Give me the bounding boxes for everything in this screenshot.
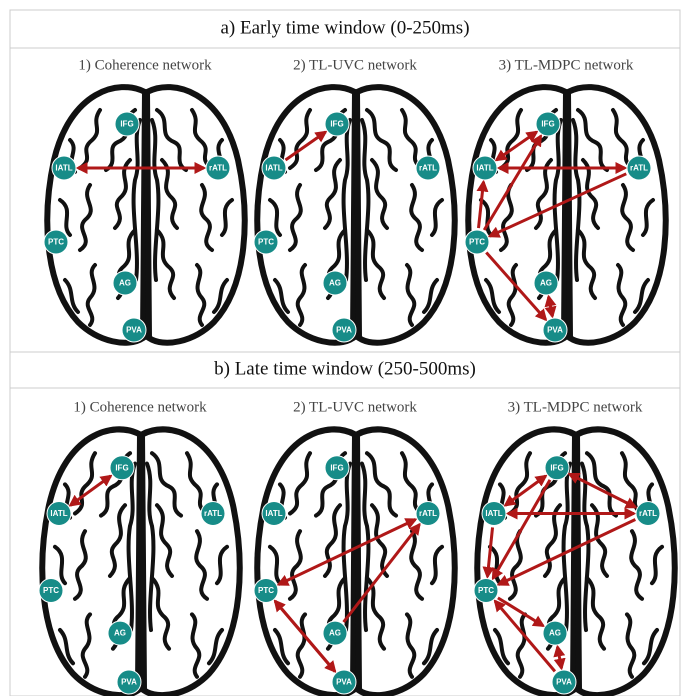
node-label: rATL <box>209 164 227 173</box>
node-label: PVA <box>121 678 137 687</box>
node-label: lATL <box>55 164 72 173</box>
brain <box>47 87 244 343</box>
node-label: PVA <box>126 326 142 335</box>
node-label: PVA <box>336 326 352 335</box>
node-label: AG <box>549 629 561 638</box>
hemisphere <box>568 87 666 343</box>
panel-title: 3) TL-MDPC network <box>499 57 634 73</box>
node-label: AG <box>329 629 341 638</box>
hemisphere <box>357 429 455 695</box>
node-label: PTC <box>469 238 485 247</box>
hemisphere <box>357 87 455 343</box>
node-label: rATL <box>630 164 648 173</box>
node-label: PTC <box>48 238 64 247</box>
node-label: IFG <box>541 120 554 129</box>
node-label: rATL <box>419 164 437 173</box>
hemisphere <box>142 429 240 695</box>
node-label: PVA <box>336 678 352 687</box>
figure: a) Early time window (0-250ms) b) Late t… <box>0 0 687 696</box>
brain <box>42 429 239 695</box>
node-label: AG <box>114 629 126 638</box>
node-label: IFG <box>120 120 133 129</box>
node-label: lATL <box>485 509 502 518</box>
node-label: rATL <box>639 509 657 518</box>
node-label: PTC <box>43 586 59 595</box>
hemisphere <box>147 87 245 343</box>
hemisphere <box>577 429 675 695</box>
node-label: lATL <box>265 164 282 173</box>
panel-title: 1) Coherence network <box>73 399 207 415</box>
section-title: b) Late time window (250-500ms) <box>214 358 476 379</box>
node-label: lATL <box>50 509 67 518</box>
node-label: IFG <box>330 120 343 129</box>
node-label: rATL <box>419 509 437 518</box>
node-label: lATL <box>476 164 493 173</box>
node-label: PTC <box>478 586 494 595</box>
panel-title: 1) Coherence network <box>78 57 212 73</box>
node-label: PTC <box>258 586 274 595</box>
node-label: AG <box>329 279 341 288</box>
section-title: a) Early time window (0-250ms) <box>220 17 469 38</box>
panel-title: 2) TL-UVC network <box>293 57 417 73</box>
node-label: IFG <box>330 463 343 472</box>
node-label: PVA <box>547 326 563 335</box>
node-label: PVA <box>556 678 572 687</box>
node-label: lATL <box>265 509 282 518</box>
brain <box>468 87 665 343</box>
node-label: IFG <box>115 463 128 472</box>
brain <box>477 429 674 695</box>
brain <box>257 87 454 343</box>
brain <box>257 429 454 695</box>
node-label: PTC <box>258 238 274 247</box>
node-label: rATL <box>204 509 222 518</box>
panel-title: 2) TL-UVC network <box>293 399 417 415</box>
node-label: IFG <box>550 463 563 472</box>
node-label: AG <box>119 279 131 288</box>
node-label: AG <box>540 279 552 288</box>
panel-title: 3) TL-MDPC network <box>508 399 643 415</box>
